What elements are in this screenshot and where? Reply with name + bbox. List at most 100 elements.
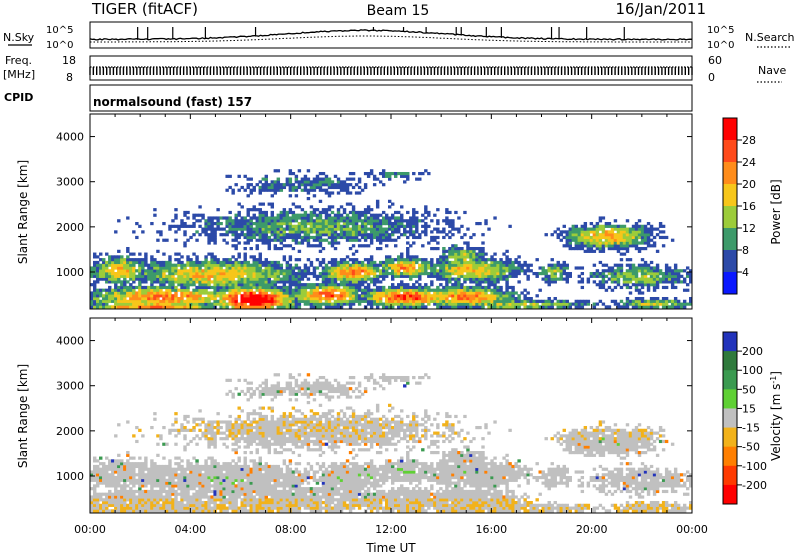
velocity-cell bbox=[102, 498, 106, 502]
power-cell bbox=[258, 235, 262, 240]
power-cell bbox=[246, 283, 250, 287]
power-cell bbox=[306, 299, 311, 303]
power-cell bbox=[120, 269, 124, 273]
power-cell bbox=[457, 283, 461, 287]
power-cell bbox=[508, 269, 512, 273]
power-cell bbox=[415, 305, 419, 309]
velocity-cell bbox=[177, 431, 181, 435]
velocity-cell bbox=[120, 478, 124, 482]
power-cell bbox=[661, 305, 666, 309]
power-cell bbox=[493, 299, 497, 303]
power-cell bbox=[150, 258, 154, 262]
velocity-cell bbox=[141, 467, 145, 471]
power-cell bbox=[285, 277, 290, 281]
power-cell bbox=[391, 263, 395, 267]
power-cell bbox=[415, 227, 419, 231]
power-cell bbox=[339, 183, 344, 187]
power-cell bbox=[397, 274, 401, 278]
nsearch-line bbox=[90, 35, 692, 43]
power-cell bbox=[318, 230, 323, 234]
power-cell bbox=[159, 302, 163, 306]
power-cell bbox=[312, 224, 317, 228]
power-cell bbox=[511, 271, 515, 276]
power-cell bbox=[661, 296, 666, 301]
power-cell bbox=[616, 283, 621, 287]
power-cell bbox=[598, 235, 603, 240]
power-cell bbox=[673, 299, 678, 303]
power-cell bbox=[315, 213, 320, 217]
power-cell bbox=[246, 177, 250, 181]
power-cell bbox=[123, 302, 127, 306]
power-cell bbox=[150, 260, 154, 265]
power-cell bbox=[375, 227, 380, 231]
power-cell bbox=[529, 263, 533, 267]
power-cell bbox=[207, 291, 211, 295]
power-cell bbox=[255, 244, 259, 248]
power-cell bbox=[366, 174, 371, 178]
power-cell bbox=[391, 171, 395, 176]
velocity-cell bbox=[126, 462, 130, 466]
velocity-cell bbox=[144, 495, 148, 499]
power-cell bbox=[463, 260, 467, 265]
power-cell bbox=[195, 305, 199, 309]
power-cell bbox=[108, 285, 112, 290]
velocity-cell bbox=[180, 484, 184, 488]
power-cell bbox=[108, 305, 112, 309]
power-cell bbox=[276, 302, 281, 306]
power-cell bbox=[258, 191, 262, 195]
power-cell bbox=[261, 296, 265, 301]
power-cell bbox=[631, 244, 636, 248]
power-cell bbox=[445, 283, 449, 287]
power-cell bbox=[484, 285, 488, 290]
power-cell bbox=[568, 230, 572, 234]
power-cell bbox=[454, 246, 458, 251]
power-cell bbox=[165, 288, 169, 292]
power-cell bbox=[258, 216, 262, 220]
power-cell bbox=[643, 230, 648, 234]
power-cell bbox=[324, 283, 329, 287]
power-cell bbox=[213, 258, 217, 262]
power-cell bbox=[601, 249, 606, 253]
power-cell bbox=[261, 274, 265, 278]
power-cell bbox=[123, 291, 127, 295]
power-cell bbox=[544, 269, 548, 273]
power-cell bbox=[640, 302, 645, 306]
power-cell bbox=[327, 191, 332, 195]
power-cell bbox=[261, 283, 265, 287]
power-cell bbox=[147, 296, 151, 301]
velocity-cell bbox=[108, 481, 112, 485]
power-cell bbox=[120, 266, 124, 270]
velocity-cell bbox=[126, 459, 130, 463]
power-cell bbox=[132, 280, 136, 284]
power-cell bbox=[267, 202, 271, 206]
power-cell bbox=[234, 266, 238, 270]
power-cell bbox=[574, 227, 579, 231]
power-cell bbox=[132, 230, 136, 234]
power-cell bbox=[433, 263, 437, 267]
power-cell bbox=[655, 249, 660, 253]
power-cell bbox=[186, 296, 190, 301]
power-cell bbox=[360, 260, 365, 265]
power-cell bbox=[499, 288, 503, 292]
power-cell bbox=[138, 296, 142, 301]
power-cell bbox=[222, 216, 226, 220]
velocity-cell bbox=[132, 498, 136, 502]
power-cell bbox=[366, 219, 371, 223]
power-cell bbox=[207, 285, 211, 290]
power-cell bbox=[348, 191, 353, 195]
power-cell bbox=[475, 263, 479, 267]
power-cell bbox=[619, 246, 624, 251]
power-cell bbox=[496, 305, 500, 309]
power-cell bbox=[475, 291, 479, 295]
power-cell bbox=[394, 224, 398, 228]
power-cell bbox=[643, 263, 648, 267]
power-cell bbox=[577, 235, 582, 240]
power-cell bbox=[523, 296, 527, 301]
power-cell bbox=[360, 299, 365, 303]
power-cell bbox=[484, 294, 488, 298]
power-cell bbox=[391, 274, 395, 278]
power-cell bbox=[469, 280, 473, 284]
power-cell bbox=[282, 274, 287, 278]
power-cell bbox=[421, 302, 425, 306]
power-cell bbox=[333, 277, 338, 281]
